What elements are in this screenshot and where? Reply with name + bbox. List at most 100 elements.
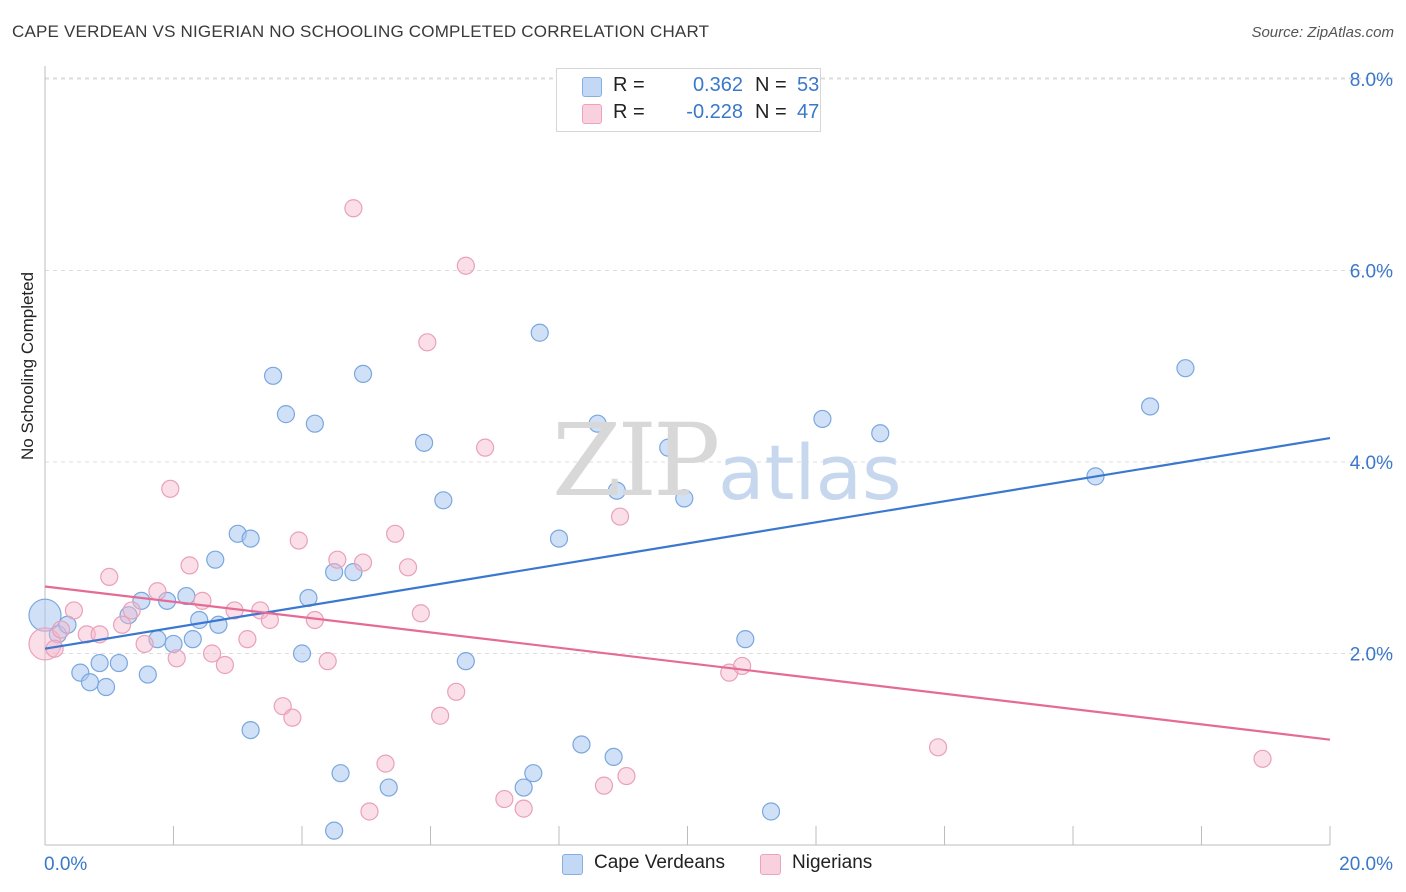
cape-verdean-point (659, 438, 678, 457)
cape-verdean-point (736, 630, 755, 649)
nigerian-point (202, 644, 222, 663)
legend-r-value: 0.362 (692, 74, 743, 96)
watermark-atlas: atlas (718, 428, 902, 517)
cape-verdean-point (190, 610, 209, 630)
cape-verdean-point (353, 364, 373, 384)
nigerian-point (167, 649, 186, 668)
cape-verdean-point (572, 735, 591, 754)
source-label: Source: ZipAtlas.com (1251, 24, 1394, 41)
cape-verdean-point (524, 764, 543, 783)
legend-label: Nigerians (792, 852, 873, 873)
legend-n-value: 47 (797, 101, 820, 123)
cape-verdean-point (90, 653, 109, 673)
nigerian-point (283, 708, 302, 727)
nigerian-point (289, 531, 308, 550)
nigerian-point (64, 601, 84, 620)
nigerian-point (610, 507, 630, 526)
nigerian-point (733, 656, 752, 676)
y-tick-label: 2.0% (1350, 645, 1393, 666)
y-tick-label: 4.0% (1350, 453, 1393, 474)
nigerian-point (161, 479, 180, 498)
cape-verdean-point (1176, 359, 1195, 378)
nigerian-point (238, 630, 257, 649)
nigerian-point (514, 799, 533, 818)
legend-r-label: R = (613, 101, 645, 123)
nigerian-point (398, 558, 418, 577)
legend-swatch-pink (760, 854, 781, 875)
cape-verdean-point (514, 778, 533, 797)
cape-verdean-point (456, 652, 475, 671)
x-tick-label: 20.0% (1339, 854, 1393, 875)
nigerian-point (447, 682, 466, 701)
nigerian-point (431, 706, 450, 725)
nigerian-point (360, 802, 379, 821)
cape-verdean-point (331, 764, 350, 783)
nigerian-point (180, 556, 199, 575)
cape-verdean-point (28, 598, 62, 632)
nigerian-point (411, 604, 430, 623)
cape-verdean-point (241, 720, 260, 740)
watermark-zip: ZIP (552, 402, 720, 519)
cape-verdean-point (206, 550, 225, 569)
nigerian-point (318, 652, 337, 671)
cape-verdean-point (305, 414, 324, 433)
legend-r-label: R = (613, 74, 645, 96)
nigerian-point (617, 766, 636, 786)
nigerian-point (495, 789, 514, 809)
y-tick-label: 6.0% (1350, 262, 1393, 283)
chart-title: CAPE VERDEAN VS NIGERIAN NO SCHOOLING CO… (12, 22, 710, 41)
cape-verdean-point (434, 491, 453, 510)
nigerian-point (215, 655, 234, 675)
nigerian-point (148, 582, 167, 601)
nigerian-point (328, 550, 347, 569)
nigerian-trendline (44, 585, 1331, 741)
nigerian-point (1253, 749, 1272, 768)
legend-swatch-blue (582, 77, 602, 97)
cape-verdean-point (1140, 397, 1160, 416)
y-axis-label: No Schooling Completed (18, 271, 37, 460)
cape-verdean-point (241, 529, 260, 548)
cape-verdean-trendline (44, 436, 1331, 650)
cape-verdean-point (325, 821, 344, 840)
nigerian-point (353, 553, 373, 572)
legend-label: Cape Verdeans (594, 852, 725, 873)
nigerian-point (418, 333, 437, 352)
cape-verdean-point (530, 323, 549, 342)
nigerian-point (594, 776, 614, 795)
cape-verdean-point (871, 424, 890, 443)
legend-r-value: -0.228 (686, 101, 743, 123)
x-tick-label: 0.0% (44, 854, 87, 875)
nigerian-point (928, 738, 948, 757)
cape-verdean-point (761, 802, 781, 821)
cape-verdean-point (80, 673, 100, 692)
cape-verdean-point (675, 489, 694, 508)
nigerian-point (456, 256, 475, 275)
nigerian-point (135, 634, 154, 654)
cape-verdean-point (263, 366, 283, 385)
legend-n-value: 53 (797, 74, 820, 96)
nigerian-point (344, 199, 363, 218)
cape-verdean-point (344, 563, 363, 582)
nigerian-point (376, 754, 395, 773)
cape-verdean-point (183, 630, 202, 649)
nigerian-point (51, 620, 71, 639)
cape-verdean-point (164, 634, 183, 654)
cape-verdean-point (276, 405, 296, 424)
nigerian-point (386, 524, 405, 543)
cape-verdean-point (96, 677, 116, 697)
cape-verdean-point (292, 644, 312, 663)
legend-n-label: N = (755, 101, 787, 123)
cape-verdean-point (414, 433, 434, 452)
cape-verdean-point (813, 409, 832, 429)
cape-verdean-point (138, 665, 157, 684)
nigerian-point (476, 438, 495, 457)
legend-n-label: N = (755, 74, 787, 96)
legend-swatch-blue (562, 854, 583, 875)
y-tick-label: 8.0% (1350, 70, 1393, 91)
legend-swatch-pink (582, 104, 602, 124)
cape-verdean-point (549, 529, 569, 548)
nigerian-point (122, 601, 141, 620)
cape-verdean-point (588, 414, 607, 433)
cape-verdean-point (607, 481, 626, 500)
